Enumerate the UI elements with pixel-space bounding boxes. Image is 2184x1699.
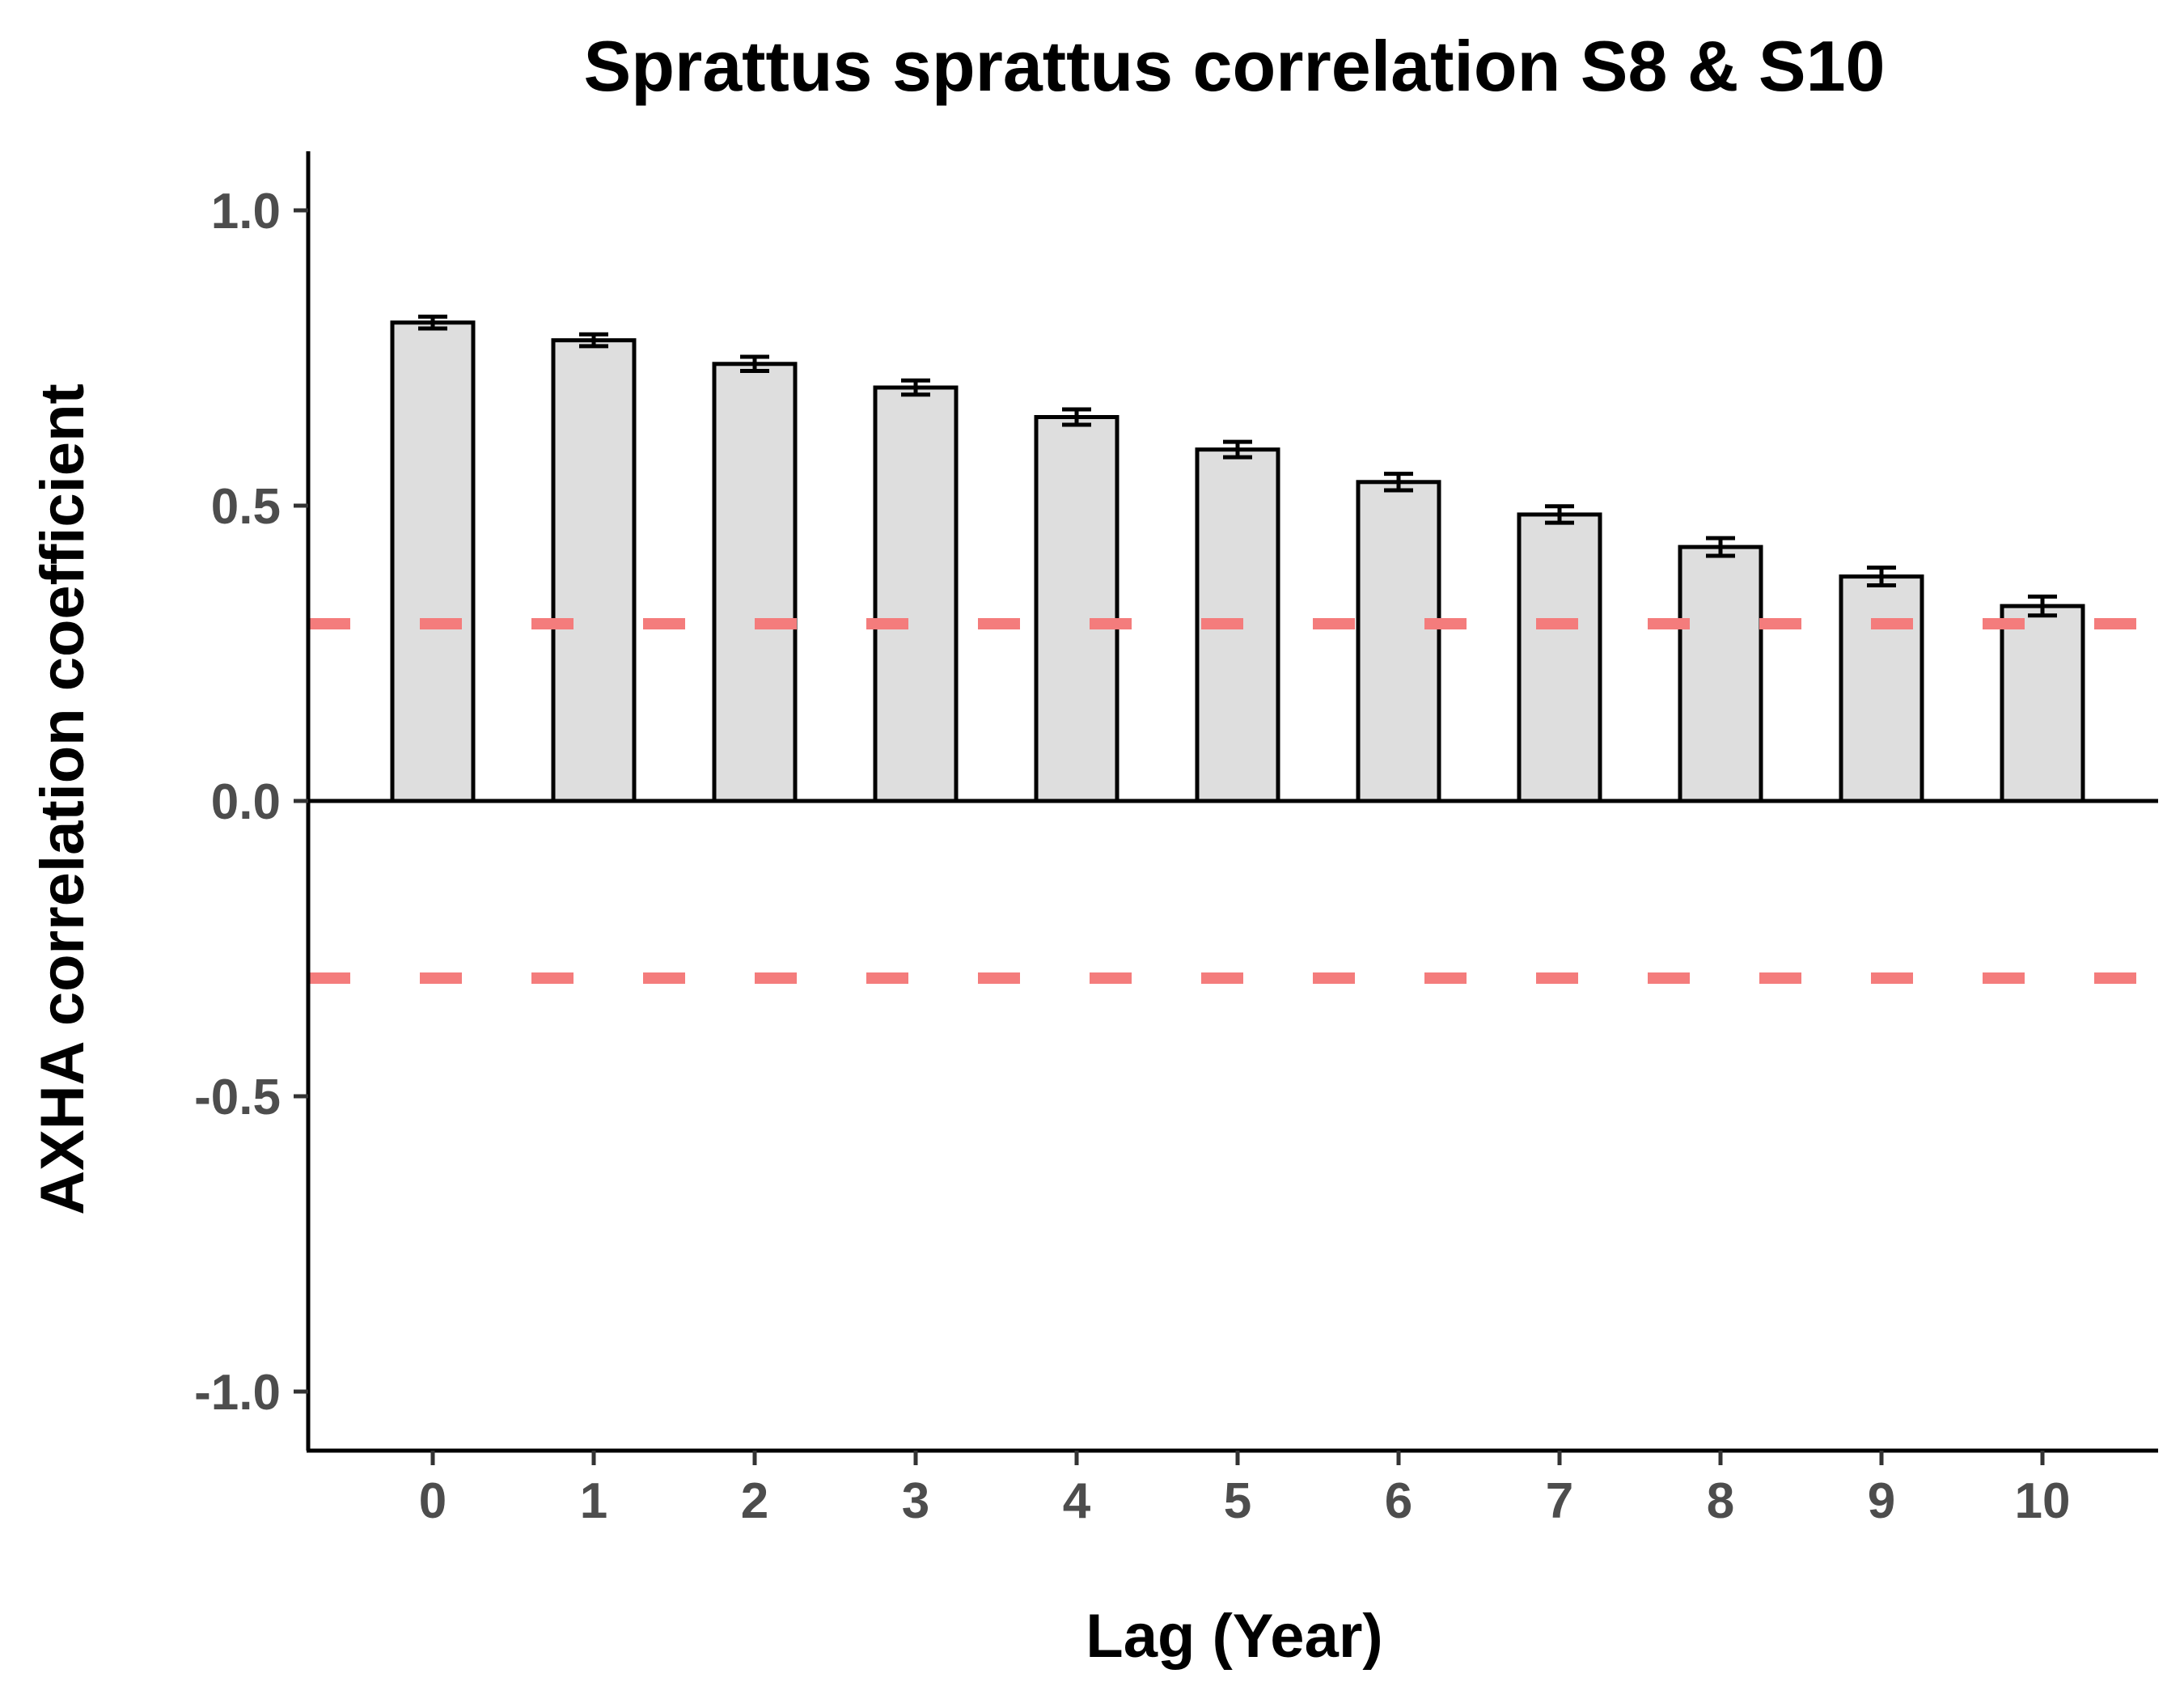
- bar-1: [551, 338, 637, 803]
- y-axis-title: AXHA correlation coefficient: [28, 383, 97, 1215]
- x-tick-label: 6: [1385, 1473, 1412, 1529]
- x-tick-label: 9: [1868, 1473, 1895, 1529]
- x-tick-label: 10: [2015, 1473, 2071, 1529]
- x-tick-label: 4: [1063, 1473, 1091, 1529]
- bar-0: [390, 320, 476, 803]
- x-tick-label: 5: [1224, 1473, 1251, 1529]
- bar-9: [1839, 574, 1924, 803]
- y-tick-label: 1.0: [211, 184, 281, 239]
- error-bar-10: [2028, 594, 2057, 618]
- y-tick-label: -1.0: [194, 1365, 281, 1421]
- error-bar-4: [1062, 407, 1091, 427]
- error-bar-5: [1223, 439, 1252, 460]
- bar-3: [873, 385, 959, 803]
- error-bar-9: [1867, 566, 1896, 588]
- error-bar-1: [579, 332, 608, 349]
- bar-8: [1678, 544, 1763, 803]
- error-bar-2: [740, 354, 769, 374]
- x-tick-label: 0: [419, 1473, 447, 1529]
- error-bar-6: [1384, 472, 1413, 493]
- bar-7: [1517, 512, 1602, 803]
- y-tick-label: -0.5: [194, 1070, 281, 1125]
- bar-2: [712, 362, 798, 803]
- x-tick-label: 8: [1707, 1473, 1734, 1529]
- error-bar-8: [1706, 536, 1735, 558]
- plot-area: 1.0 0.5 0.0 -0.5 -1.0 0 1 2 3 4 5 6 7 8 9 10: [194, 151, 2158, 1529]
- x-tick-label: 1: [580, 1473, 607, 1529]
- x-axis-title: Lag (Year): [1086, 1602, 1382, 1671]
- y-tick-label: 0.5: [211, 479, 281, 535]
- chart-title: Sprattus sprattus correlation S8 & S10: [584, 26, 1886, 106]
- error-bar-7: [1545, 504, 1574, 525]
- bar-6: [1356, 480, 1441, 803]
- error-bar-0: [418, 314, 447, 331]
- x-tick-label: 3: [902, 1473, 929, 1529]
- x-tick-label: 2: [741, 1473, 768, 1529]
- error-bar-3: [901, 378, 930, 397]
- x-tick-label: 7: [1546, 1473, 1573, 1529]
- bar-10: [2000, 604, 2085, 803]
- bar-4: [1034, 415, 1120, 803]
- y-tick-label: 0.0: [211, 774, 281, 830]
